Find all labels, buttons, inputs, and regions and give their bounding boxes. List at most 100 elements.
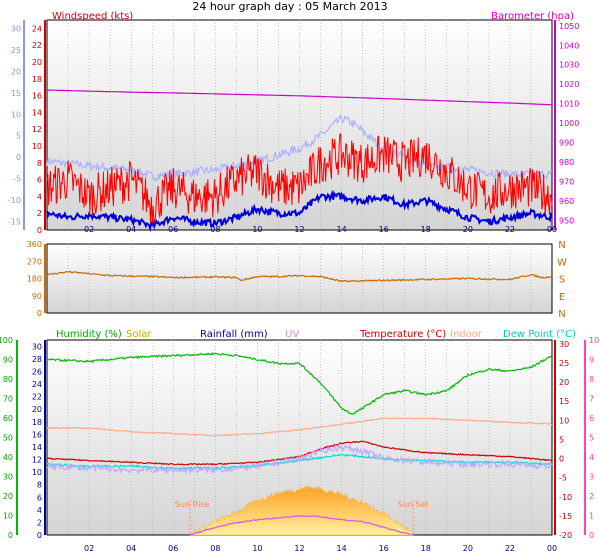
compass-label: W <box>557 257 567 268</box>
barometer-tick-label: 970 <box>559 177 574 186</box>
x-tick-label: 10 <box>252 225 262 234</box>
x-tick-label: 20 <box>463 544 473 553</box>
weather-series-line <box>46 417 553 437</box>
temperature-tick-label: 0 <box>559 455 564 464</box>
humidity-tick-label: 50 <box>3 434 13 443</box>
far-left-tick-label: 20 <box>11 67 21 76</box>
humidity-tick-label: 30 <box>3 473 13 482</box>
x-tick-label: 18 <box>421 225 431 234</box>
uv-tick-label: 2 <box>589 492 594 501</box>
x-tick-label: 02 <box>84 225 94 234</box>
rainfall-tick-label: 12 <box>32 456 42 465</box>
x-tick-label: 12 <box>294 225 304 234</box>
rainfall-tick-label: 24 <box>32 380 42 389</box>
far-left-tick-label: -10 <box>8 196 21 205</box>
temperature-tick-label: -5 <box>559 474 567 483</box>
rainfall-tick-label: 14 <box>32 443 42 452</box>
wind-series-line <box>46 189 553 233</box>
uv-tick-label: 3 <box>589 473 594 482</box>
barometer-tick-label: 1000 <box>559 119 579 128</box>
x-tick-label: 22 <box>505 225 515 234</box>
direction-tick-label: 360 <box>27 240 42 249</box>
x-tick-label: 06 <box>168 225 178 234</box>
far-left-tick-label: -15 <box>8 217 21 226</box>
temperature-tick-label: -10 <box>559 493 572 502</box>
humidity-tick-label: 70 <box>3 395 13 404</box>
barometer-tick-label: 1050 <box>559 22 579 31</box>
temperature-tick-label: 5 <box>559 435 564 444</box>
x-tick-label: 22 <box>505 544 515 553</box>
temperature-tick-label: -20 <box>559 531 572 540</box>
direction-tick-label: 0 <box>37 309 42 318</box>
chart-title: 24 hour graph day : 05 March 2013 <box>192 0 387 13</box>
x-tick-label: 06 <box>168 544 178 553</box>
weather-series-line <box>46 351 553 415</box>
x-tick-label: 08 <box>210 225 220 234</box>
direction-tick-label: 90 <box>32 292 42 301</box>
windspeed-tick-label: 4 <box>37 192 42 201</box>
uv-tick-label: 1 <box>589 512 594 521</box>
far-left-tick-label: 30 <box>11 25 21 34</box>
x-tick-label: 14 <box>336 225 346 234</box>
barometer-tick-label: 990 <box>559 139 574 148</box>
temperature-tick-label: 25 <box>559 359 569 368</box>
rainfall-tick-label: 30 <box>32 342 42 351</box>
wind-series-line <box>46 133 553 224</box>
rainfall-tick-label: 26 <box>32 367 42 376</box>
windspeed-tick-label: 2 <box>37 209 42 218</box>
far-left-tick-label: 0 <box>16 153 21 162</box>
rainfall-tick-label: 10 <box>32 468 42 477</box>
humidity-tick-label: 80 <box>3 375 13 384</box>
windspeed-tick-label: 20 <box>32 58 42 67</box>
windspeed-tick-label: 22 <box>32 41 42 50</box>
humidity-tick-label: 90 <box>3 356 13 365</box>
humidity-tick-label: 20 <box>3 492 13 501</box>
x-tick-label: 16 <box>379 544 389 553</box>
windspeed-tick-label: 16 <box>32 92 42 101</box>
far-left-tick-label: -5 <box>13 175 21 184</box>
uv-tick-label: 0 <box>589 531 594 540</box>
legend-label: UV <box>285 329 299 340</box>
barometer-tick-label: 1040 <box>559 41 579 50</box>
uv-tick-label: 10 <box>589 336 599 345</box>
barometer-tick-label: 1030 <box>559 61 579 70</box>
legend-label: Temperature (°C) <box>359 329 446 340</box>
temperature-tick-label: 30 <box>559 340 569 349</box>
uv-tick-label: 9 <box>589 356 594 365</box>
x-tick-label: 00 <box>547 544 557 553</box>
far-left-tick-label: 10 <box>11 110 21 119</box>
weather-series-line <box>46 443 553 476</box>
windspeed-tick-label: 0 <box>37 226 42 235</box>
windspeed-tick-label: 12 <box>32 125 42 134</box>
humidity-tick-label: 10 <box>3 512 13 521</box>
barometer-axis-label: Barometer (hpa) <box>491 11 574 22</box>
windspeed-tick-label: 8 <box>37 159 42 168</box>
temperature-tick-label: 10 <box>559 416 569 425</box>
direction-line <box>46 270 552 283</box>
humidity-tick-label: 60 <box>3 414 13 423</box>
rainfall-tick-label: 6 <box>37 493 42 502</box>
compass-label: N <box>558 240 565 251</box>
direction-tick-label: 270 <box>27 257 42 266</box>
x-tick-label: 12 <box>294 544 304 553</box>
barometer-tick-label: 980 <box>559 158 574 167</box>
x-tick-label: 08 <box>210 544 220 553</box>
wind-series-line <box>47 89 553 106</box>
weather-series-line <box>189 514 414 536</box>
rainfall-tick-label: 16 <box>32 430 42 439</box>
uv-tick-label: 8 <box>589 375 594 384</box>
windspeed-tick-label: 6 <box>37 176 42 185</box>
x-tick-label: 00 <box>547 225 557 234</box>
legend-label: Indoor <box>450 329 483 340</box>
sun-marker-label: Sun Set <box>398 500 429 509</box>
rainfall-tick-label: 18 <box>32 418 42 427</box>
windspeed-tick-label: 18 <box>32 75 42 84</box>
uv-tick-label: 5 <box>589 434 594 443</box>
rainfall-tick-label: 28 <box>32 355 42 364</box>
legend-label: Solar <box>126 329 152 340</box>
rainfall-tick-label: 8 <box>37 481 42 490</box>
far-left-tick-label: 25 <box>11 46 21 55</box>
x-tick-label: 04 <box>126 225 136 234</box>
legend-label: Rainfall (mm) <box>200 329 268 340</box>
humidity-tick-label: 0 <box>8 531 13 540</box>
